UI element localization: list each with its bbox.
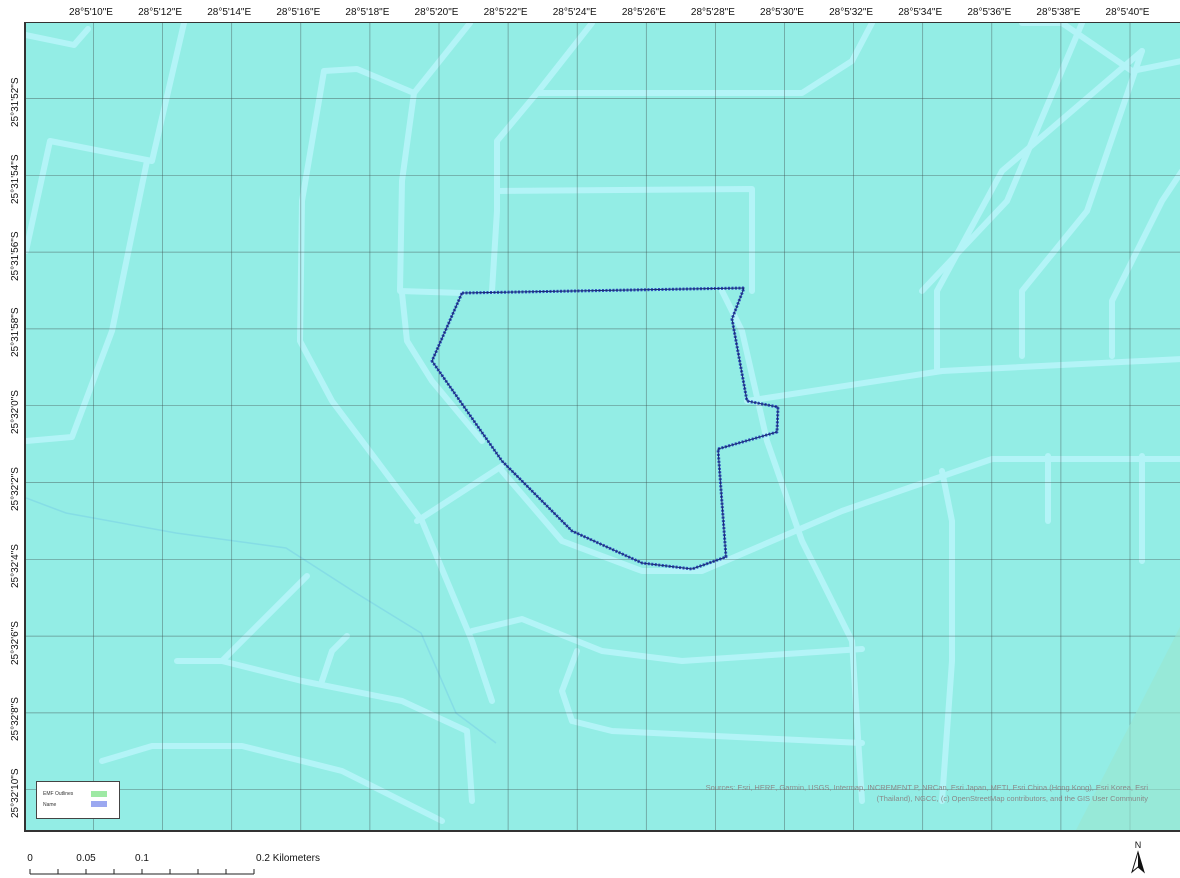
road	[939, 468, 955, 804]
map-svg	[26, 23, 1180, 830]
latitude-label: 25°32'2"S	[10, 467, 21, 511]
latitude-label: 25°31'54"S	[10, 154, 21, 204]
longitude-label: 28°5'20"E	[414, 7, 459, 18]
road	[219, 658, 475, 804]
site-boundary[interactable]	[430, 286, 780, 571]
legend-label-emf-outlines: EMF Outlines	[43, 791, 74, 797]
longitude-label: 28°5'18"E	[345, 7, 390, 18]
longitude-label: 28°5'22"E	[483, 7, 528, 18]
latitude-label: 25°32'0"S	[10, 390, 21, 435]
road	[469, 616, 865, 664]
road	[489, 23, 595, 294]
latitude-label: 25°31'58"S	[10, 307, 21, 358]
longitude-label: 28°5'14"E	[207, 7, 252, 18]
road	[1019, 48, 1145, 359]
map-canvas[interactable]	[24, 22, 1180, 832]
road	[559, 648, 865, 746]
road	[319, 633, 350, 684]
map-attribution: Sources: Esri, HERE, Garmin, USGS, Inter…	[588, 782, 1148, 804]
road	[174, 573, 310, 664]
longitude-label: 28°5'16"E	[276, 7, 321, 18]
longitude-label: 28°5'34"E	[898, 7, 943, 18]
north-arrow-icon	[1131, 850, 1145, 874]
scale-bar: 0 0.05 0.1 0.2 Kilometers	[24, 848, 344, 878]
road	[1109, 168, 1180, 359]
legend-swatch-name	[91, 801, 107, 807]
attribution-line-2: (Thailand), NGCC, (c) OpenStreetMap cont…	[876, 794, 1148, 803]
longitude-label: 28°5'28"E	[690, 7, 735, 18]
latitude-label: 25°31'52"S	[10, 77, 21, 128]
scale-label-01: 0.1	[135, 853, 149, 864]
road	[719, 288, 865, 804]
scale-label-005: 0.05	[76, 853, 96, 864]
longitude-label: 28°5'36"E	[967, 7, 1012, 18]
road	[411, 23, 473, 96]
road	[414, 463, 505, 524]
legend-label-name: Name	[43, 802, 57, 808]
scale-label-02: 0.2 Kilometers	[256, 853, 320, 864]
map-legend: EMF Outlines Name	[36, 781, 120, 819]
road	[99, 743, 445, 824]
longitude-label: 28°5'12"E	[138, 7, 183, 18]
longitude-label: 28°5'40"E	[1105, 7, 1150, 18]
latitude-label: 25°32'10"S	[10, 768, 21, 819]
longitude-label: 28°5'30"E	[760, 7, 804, 18]
road	[297, 198, 495, 704]
terrain-patch	[1076, 626, 1180, 830]
legend-swatch-emf-outlines	[91, 791, 107, 797]
latitude-label: 25°32'8"S	[10, 697, 21, 742]
road	[299, 66, 465, 296]
stream	[26, 497, 497, 744]
road	[934, 48, 1145, 374]
road	[534, 23, 875, 96]
longitude-label: 28°5'32"E	[829, 7, 874, 18]
attribution-line-1: Sources: Esri, HERE, Garmin, USGS, Inter…	[705, 783, 1148, 792]
road	[26, 26, 91, 48]
latitude-label: 25°32'4"S	[10, 543, 21, 588]
longitude-label: 28°5'10"E	[69, 7, 113, 18]
longitude-label: 28°5'38"E	[1036, 7, 1081, 18]
latitude-label: 25°32'6"S	[10, 620, 21, 665]
road-network	[26, 23, 1180, 824]
latitude-label: 25°31'56"S	[10, 231, 21, 281]
road	[26, 23, 187, 254]
longitude-label: 28°5'26"E	[621, 7, 666, 18]
road	[1019, 23, 1180, 74]
graticule	[26, 23, 1180, 830]
scale-bar-ticks	[29, 869, 255, 875]
north-arrow: N	[1128, 840, 1148, 874]
north-arrow-label: N	[1134, 840, 1142, 850]
longitude-label: 28°5'24"E	[552, 7, 597, 18]
road	[499, 456, 1180, 574]
boundary-core	[431, 287, 779, 570]
boundary-outline	[430, 286, 780, 571]
road	[399, 290, 485, 444]
longitude-labels: 28°5'10"E 28°5'12"E 28°5'14"E 28°5'16"E 28°5…	[0, 0, 1180, 22]
road	[26, 158, 150, 444]
scale-label-0: 0	[27, 853, 33, 864]
road	[744, 356, 1180, 404]
road	[494, 186, 755, 294]
